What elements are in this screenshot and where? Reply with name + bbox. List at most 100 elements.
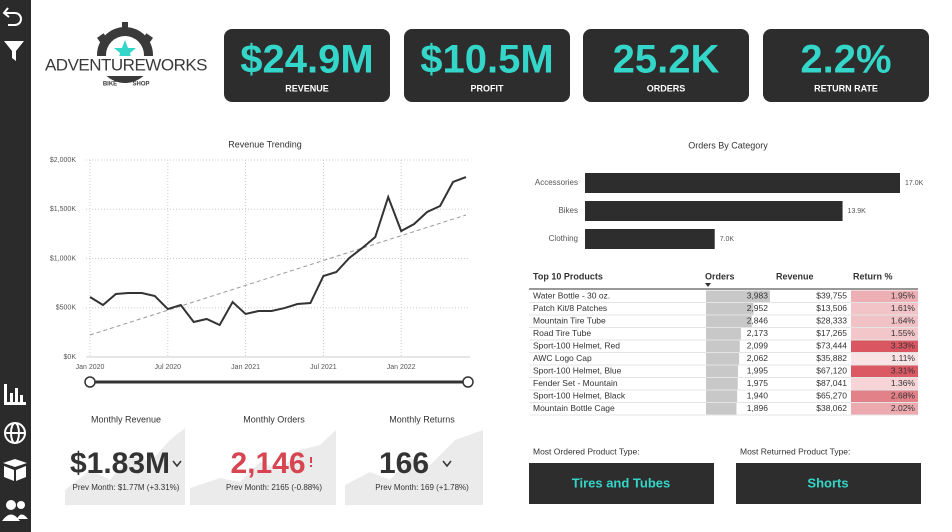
product-icon[interactable]: [3, 459, 27, 481]
card-value: 166: [379, 447, 429, 480]
orders-data-bar: [706, 303, 754, 315]
kpi-label: RETURN RATE: [814, 83, 878, 93]
kpi-value: $24.9M: [240, 38, 373, 82]
trend-line: [89, 214, 467, 336]
customer-icon[interactable]: [2, 500, 28, 521]
revenue-value: $28,333: [816, 315, 847, 325]
orders-value: 1,940: [747, 390, 769, 400]
return-rate-value: 3.31%: [891, 365, 916, 375]
revenue-value: $39,755: [816, 290, 847, 300]
orders-data-bar: [706, 378, 738, 390]
sidebar: [0, 0, 31, 532]
kpi-card: [224, 29, 390, 102]
product-name: AWC Logo Cap: [533, 353, 592, 363]
orders-value: 1,896: [747, 403, 769, 413]
product-name: Mountain Bottle Cage: [533, 403, 615, 413]
return-rate-value: 1.95%: [891, 290, 916, 300]
orders-data-bar: [706, 340, 740, 352]
column-header: Revenue: [776, 271, 814, 281]
product-type-box: [736, 463, 921, 504]
product-name: Sport-100 Helmet, Blue: [533, 365, 622, 375]
product-name: Fender Set - Mountain: [533, 378, 618, 388]
column-header: Top 10 Products: [533, 271, 603, 281]
orders-data-bar: [706, 315, 752, 327]
x-tick-label: Jul 2020: [155, 364, 182, 371]
bar-value-label: 7.0K: [720, 236, 735, 243]
revenue-value: $13,506: [816, 303, 847, 313]
y-tick-label: $1,500K: [50, 206, 76, 213]
logo: ADVENTUREWORKS BIKE SHOP: [45, 22, 208, 88]
return-rate-value: 1.36%: [891, 378, 916, 388]
card-value: $1.83M: [70, 447, 170, 480]
orders-data-bar: [706, 353, 740, 365]
report-icon[interactable]: [4, 384, 26, 405]
bar: [585, 229, 715, 249]
product-name: Water Bottle - 30 oz.: [533, 290, 610, 300]
return-rate-value: 2.68%: [891, 390, 916, 400]
revenue-value: $73,444: [816, 340, 847, 350]
card-value: 2,146: [230, 447, 305, 480]
return-rate-cell: [851, 303, 918, 315]
x-tick-label: Jan 2020: [76, 364, 105, 371]
x-tick-label: Jan 2022: [387, 364, 416, 371]
return-rate-value: 1.11%: [892, 353, 916, 363]
kpi-value: 25.2K: [613, 38, 720, 82]
product-type-label: Most Returned Product Type:: [740, 446, 850, 456]
chart-title: Revenue Trending: [228, 139, 302, 149]
revenue-value: $67,120: [816, 365, 847, 375]
revenue-value: $35,882: [816, 353, 847, 363]
category-label: Bikes: [558, 206, 578, 215]
return-rate-cell: [851, 315, 918, 327]
return-rate-cell: [851, 403, 918, 415]
card-indicators: [172, 457, 452, 468]
kpi-value: 2.2%: [800, 38, 891, 82]
category-label: Accessories: [535, 178, 578, 187]
return-rate-cell: [851, 365, 918, 377]
return-rate-cell: [851, 290, 918, 302]
date-slider[interactable]: [84, 376, 474, 388]
map-icon[interactable]: [4, 422, 26, 444]
chart-title: Orders By Category: [688, 140, 768, 150]
x-tick-label: Jan 2021: [231, 364, 260, 371]
orders-data-bar: [706, 290, 770, 302]
product-name: Sport-100 Helmet, Black: [533, 390, 626, 400]
orders-value: 2,099: [747, 340, 769, 350]
revenue-value: $17,265: [816, 328, 847, 338]
kpi-card: [583, 29, 749, 102]
orders-data-bar: [706, 328, 741, 340]
sparkline-background: [65, 428, 483, 505]
return-rate-value: 1.61%: [891, 303, 916, 313]
y-tick-label: $0K: [64, 354, 77, 361]
logo-brand: ADVENTUREWORKS: [45, 55, 207, 74]
logo-left: BIKE: [103, 82, 117, 88]
bar-value-label: 17.0K: [905, 180, 924, 187]
card-prev: Prev Month: $1.77M (+3.31%): [73, 483, 180, 492]
orders-value: 2,173: [747, 328, 769, 338]
kpi-label: REVENUE: [285, 83, 329, 93]
orders-value: 2,846: [747, 315, 769, 325]
orders-value: 2,952: [747, 303, 769, 313]
product-name: Patch Kit/8 Patches: [533, 303, 607, 313]
card-prev: Prev Month: 2165 (-0.88%): [226, 483, 322, 492]
product-name: Sport-100 Helmet, Red: [533, 340, 620, 350]
bar-value-label: 13.9K: [848, 208, 867, 215]
logo-right: SHOP: [132, 82, 149, 88]
x-tick-label: Jul 2021: [310, 364, 337, 371]
bar: [585, 201, 843, 221]
bar: [585, 173, 900, 193]
y-tick-label: $500K: [56, 305, 77, 312]
column-header: Orders: [705, 271, 735, 281]
return-rate-cell: [851, 353, 918, 365]
y-tick-label: $2,000K: [50, 157, 76, 164]
return-rate-value: 2.02%: [891, 403, 916, 413]
filter-button[interactable]: [4, 41, 24, 61]
return-rate-cell: [851, 378, 918, 390]
back-button[interactable]: [2, 7, 22, 26]
product-type-value: Tires and Tubes: [572, 475, 671, 490]
orders-data-bar: [706, 390, 738, 402]
product-name: Mountain Tire Tube: [533, 315, 606, 325]
kpi-card: [404, 29, 570, 102]
card-title: Monthly Revenue: [91, 414, 161, 424]
orders-value: 1,975: [747, 378, 769, 388]
product-name: Road Tire Tube: [533, 328, 591, 338]
